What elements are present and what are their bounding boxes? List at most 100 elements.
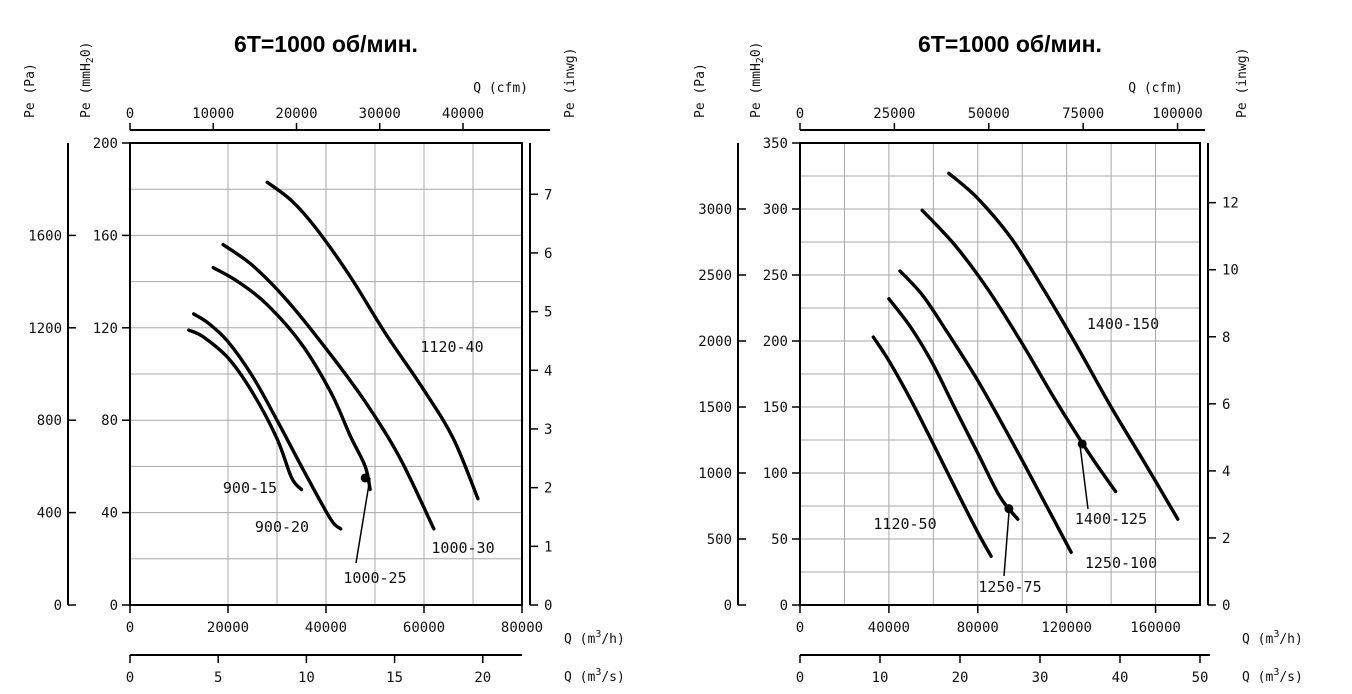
y-axis-pa: 0 500 1000 1500 2000 2500 3000: [698, 143, 746, 614]
series-label: 1120-40: [420, 338, 483, 356]
y-tick-label-inwg: 6: [544, 246, 552, 262]
x-axis-m3s-label-part: 3: [595, 667, 601, 678]
y-axis-mmh2o-label-part: 0): [79, 42, 94, 58]
chart-title: 6T=1000 об/мин.: [234, 31, 418, 57]
y-tick-label-inwg: 6: [1222, 397, 1230, 413]
y-axis-mmh2o-label-part: Pe (mmH: [749, 63, 764, 118]
y-axis-inwg: 0 1 2 3 4 5 6 7: [529, 143, 552, 614]
series-curve-1120-50: [871, 335, 993, 558]
y-tick-label-mmh2o: 160: [93, 228, 118, 244]
y-tick-label-inwg: 4: [1222, 464, 1230, 480]
y-tick-label-pa: 400: [37, 506, 62, 522]
label-leader-line: [1079, 444, 1089, 510]
x-axis-m3h-label-part: Q (m: [1242, 632, 1273, 647]
x-axis-m3h-label: Q (m3/h): [1242, 629, 1303, 647]
x-tick-label-cfm: 100000: [1152, 106, 1203, 122]
y-tick-label-mmh2o: 0: [110, 598, 118, 614]
x-axis-m3s-label-part: /s): [1279, 670, 1302, 685]
y-tick-label-mmh2o: 50: [771, 532, 788, 548]
y-tick-label-inwg: 2: [544, 481, 552, 497]
x-axis-m3h-label-part: 3: [595, 629, 601, 640]
curves: [871, 171, 1180, 558]
x-axis-m3s-label-part: Q (m: [564, 670, 595, 685]
y-tick-label-inwg: 2: [1222, 531, 1230, 547]
y-tick-label-inwg: 4: [544, 363, 552, 379]
y-tick-label-mmh2o: 80: [101, 413, 118, 429]
x-axis-m3s-label-part: /s): [601, 670, 624, 685]
x-axis-m3s-label: Q (m3/s): [1242, 667, 1303, 685]
series-curve-1120-40: [265, 180, 480, 501]
y-tick-label-mmh2o: 200: [763, 334, 788, 350]
y-tick-label-inwg: 5: [544, 305, 552, 321]
label-leader-line: [1003, 511, 1010, 577]
y-tick-label-pa: 800: [37, 413, 62, 429]
x-axis-cfm-label: Q (cfm): [1128, 81, 1183, 96]
x-tick-label-cfm: 10000: [192, 106, 234, 122]
grid: [130, 143, 522, 605]
x-tick-label-m3h: 120000: [1041, 620, 1092, 636]
x-tick-label-m3s: 0: [126, 670, 134, 686]
y-axis-mmh2o-label: Pe (mmH20): [79, 42, 96, 118]
x-tick-label-m3h: 0: [126, 620, 134, 636]
x-tick-label-m3h: 160000: [1130, 620, 1181, 636]
series-curve-1250-100: [898, 269, 1073, 554]
y-axis-inwg: 0 2 4 6 8 10 12: [1207, 143, 1239, 614]
x-axis-m3h-label-part: Q (m: [564, 632, 595, 647]
x-tick-label-m3s: 50: [1192, 670, 1209, 686]
y-axis-mmh2o: 0 50 100 150 200 250 300 350: [763, 136, 800, 614]
series-label: 1400-150: [1087, 315, 1159, 333]
curves: [187, 180, 480, 531]
series-label: 1400-125: [1075, 510, 1147, 528]
x-axis-m3h-label-part: /h): [1279, 632, 1302, 647]
y-tick-label-mmh2o: 250: [763, 268, 788, 284]
x-tick-label-m3s: 20: [474, 670, 491, 686]
y-axis-mmh2o-label-part: Pe (mmH: [79, 63, 94, 118]
x-tick-label-cfm: 20000: [275, 106, 317, 122]
x-tick-label-m3s: 15: [386, 670, 403, 686]
y-axis-mmh2o-label-part: 2: [755, 57, 766, 63]
series-label: 1000-30: [431, 539, 494, 557]
y-axis-mmh2o: 0 40 80 120 160 200: [93, 136, 130, 614]
x-tick-label-m3s: 5: [214, 670, 222, 686]
operating-point-marker: [1004, 504, 1014, 514]
y-tick-label-pa: 3000: [698, 202, 732, 218]
y-tick-label-mmh2o: 150: [763, 400, 788, 416]
x-axis-m3s: 0 5 10 15 20 Q (m3/s): [126, 654, 625, 686]
series-curve-1400-150: [947, 171, 1180, 521]
x-tick-label-m3h: 80000: [957, 620, 999, 636]
x-tick-label-m3s: 30: [1032, 670, 1049, 686]
x-axis-m3s-label-part: 3: [1273, 667, 1279, 678]
x-tick-label-cfm: 75000: [1062, 106, 1104, 122]
operating-point-marker: [1077, 439, 1087, 449]
y-axis-pa-label: Pe (Pa): [693, 63, 708, 118]
y-tick-label-mmh2o: 120: [93, 321, 118, 337]
left-chart: 6T=1000 об/мин.0408012016020004008001200…: [23, 31, 625, 686]
series-curve-1000-25: [211, 266, 372, 492]
y-tick-label-inwg: 1: [544, 539, 552, 555]
x-axis-m3h-label: Q (m3/h): [564, 629, 625, 647]
series-curve-1000-30: [221, 242, 436, 531]
x-tick-label-m3s: 10: [872, 670, 889, 686]
x-axis-m3s: 0 10 20 30 40 50 Q (m3/s): [796, 654, 1303, 686]
y-tick-label-pa: 500: [707, 532, 732, 548]
series-label: 1000-25: [343, 569, 406, 587]
y-axis-mmh2o-label: Pe (mmH20): [749, 42, 766, 118]
x-tick-label-m3s: 20: [952, 670, 969, 686]
x-tick-label-cfm: 0: [796, 106, 804, 122]
x-tick-label-m3h: 0: [796, 620, 804, 636]
x-tick-label-cfm: 0: [126, 106, 134, 122]
x-tick-label-cfm: 50000: [968, 106, 1010, 122]
x-axis-m3h-label-part: /h): [601, 632, 624, 647]
x-tick-label-m3h: 60000: [403, 620, 445, 636]
y-tick-label-pa: 0: [54, 598, 62, 614]
plot-frame: [799, 142, 1201, 606]
series-label: 900-15: [223, 479, 277, 497]
x-tick-label-m3s: 10: [298, 670, 315, 686]
x-tick-label-cfm: 30000: [359, 106, 401, 122]
y-axis-pa: 0 400 800 1200 1600: [28, 143, 76, 614]
y-tick-label-inwg: 12: [1222, 196, 1239, 212]
grid: [800, 143, 1200, 605]
y-tick-label-inwg: 0: [1222, 598, 1230, 614]
series-curve-1400-125: [920, 208, 1118, 494]
